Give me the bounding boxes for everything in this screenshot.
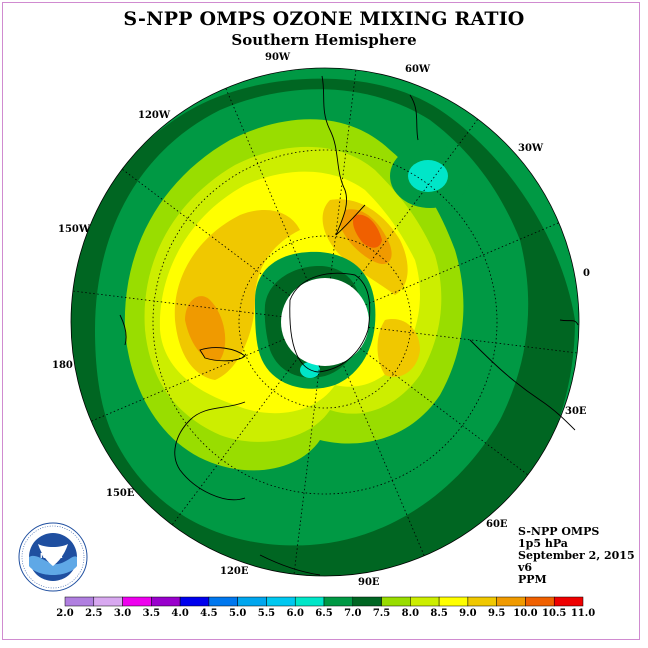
coast-south-america [321, 75, 366, 236]
colorbar-swatch [93, 596, 123, 607]
colorbar-tick-label: 8.5 [430, 608, 448, 619]
lon-label-150w: 150W [58, 224, 91, 235]
coast-new-zealand [199, 347, 246, 362]
colorbar-tick-label: 7.0 [344, 608, 362, 619]
colorbar-tick-label: 3.0 [113, 608, 132, 619]
meridian-line [329, 69, 357, 279]
latitude-circle-1 [238, 235, 412, 409]
coast-africa-tip [559, 319, 579, 326]
meridian-line [365, 222, 559, 306]
colorbar-swatch [151, 596, 181, 607]
colorbar-tick-label: 10.0 [513, 608, 538, 619]
info-units: PPM [518, 573, 547, 586]
noaa-logo-text: NOAA [40, 552, 63, 560]
colorbar-tick-label: 6.5 [315, 608, 333, 619]
colorbar-swatch [266, 596, 296, 607]
colorbar-tick-label: 9.5 [487, 608, 506, 619]
noaa-logo [18, 522, 88, 592]
colorbar-swatch [323, 596, 354, 607]
coastlines [119, 75, 579, 576]
meridian-line [359, 348, 529, 476]
graticule [72, 69, 578, 575]
map-boundary [70, 67, 580, 577]
field-band-10 [352, 214, 382, 248]
info-version: v6 [518, 561, 533, 574]
lon-label-120w: 120W [138, 110, 171, 121]
meridian-line [293, 365, 321, 575]
lon-label-30w: 30W [518, 143, 544, 154]
colorbar-swatch [553, 596, 584, 607]
colorbar-tick-label: 9.0 [459, 608, 477, 619]
colorbar-tick-label: 10.5 [542, 608, 567, 619]
colorbar-tick-label: 11.0 [570, 608, 596, 619]
colorbar-tick-label: 2.5 [85, 608, 103, 619]
coast-australia [174, 401, 246, 501]
lon-label-180: 180 [52, 360, 73, 371]
colorbar-tick-label: 3.5 [142, 608, 161, 619]
ozone-field [71, 68, 579, 576]
colorbar-swatch [179, 596, 210, 607]
field-band-9-5-left [185, 296, 226, 361]
info-level: 1p5 hPa [518, 537, 568, 550]
no-data-disk [281, 278, 369, 366]
field-band-9-right [377, 319, 420, 378]
colorbar-tick-label: 4.0 [171, 608, 189, 619]
meridian-line [171, 356, 299, 526]
meridian-line [351, 118, 479, 288]
colorbar-tick-label: 6.0 [286, 608, 304, 619]
coast-africa [469, 339, 576, 431]
colorbar-swatch [381, 596, 411, 607]
meridian-line [72, 290, 282, 318]
colorbar-swatch [352, 596, 382, 607]
lon-label-90w: 90W [265, 52, 291, 63]
colorbar-tick-label: 2.0 [56, 608, 74, 619]
lon-label-30e: 30E [565, 406, 587, 417]
colorbar-swatch [525, 596, 555, 607]
colorbar-tick-label: 4.5 [200, 608, 218, 619]
colorbar-swatch [237, 596, 267, 607]
coast-antarctica [289, 272, 371, 373]
colorbar-swatch [496, 596, 526, 607]
lon-label-120e: 120E [220, 566, 249, 577]
colorbar-tick-label: 8.0 [401, 608, 420, 619]
field-spot-cyan-1 [408, 160, 448, 192]
colorbar-swatch [467, 596, 497, 607]
colorbar-swatch [122, 596, 152, 607]
meridian-line [341, 362, 425, 556]
colorbar-swatch [64, 596, 95, 607]
colorbar-tick-label: 5.5 [257, 608, 276, 619]
map-title: S-NPP OMPS OZONE MIXING RATIO [123, 8, 525, 30]
lon-label-60e: 60E [486, 519, 508, 530]
lon-label-60w: 60W [405, 64, 431, 75]
meridians [72, 69, 578, 575]
figure-frame [2, 2, 640, 640]
colorbar-swatch [410, 596, 440, 607]
meridian-line [368, 326, 578, 354]
map-subtitle: Southern Hemisphere [231, 31, 417, 49]
lon-label-90e: 90E [358, 577, 380, 588]
coast-islands-west [119, 314, 127, 346]
meridian-line [225, 88, 309, 282]
coast-indonesia [259, 554, 321, 576]
info-instrument: S-NPP OMPS [518, 525, 600, 538]
info-date: September 2, 2015 [518, 549, 635, 562]
colorbar-tick-label: 5.0 [228, 608, 247, 619]
lon-label-0: 0 [583, 268, 590, 279]
info-block: S-NPP OMPS 1p5 hPa September 2, 2015 v6 … [518, 526, 635, 586]
colorbar-swatch [438, 596, 469, 607]
meridian-line [121, 168, 291, 296]
meridian-line [91, 338, 285, 422]
colorbar-swatch [208, 596, 238, 607]
colorbar-swatches [64, 596, 584, 607]
coast-south-america-east [409, 94, 419, 141]
lon-label-150e: 150E [106, 488, 135, 499]
colorbar-swatch [294, 596, 325, 607]
latitude-circle-2 [152, 149, 498, 495]
colorbar-tick-label: 7.5 [372, 608, 391, 619]
